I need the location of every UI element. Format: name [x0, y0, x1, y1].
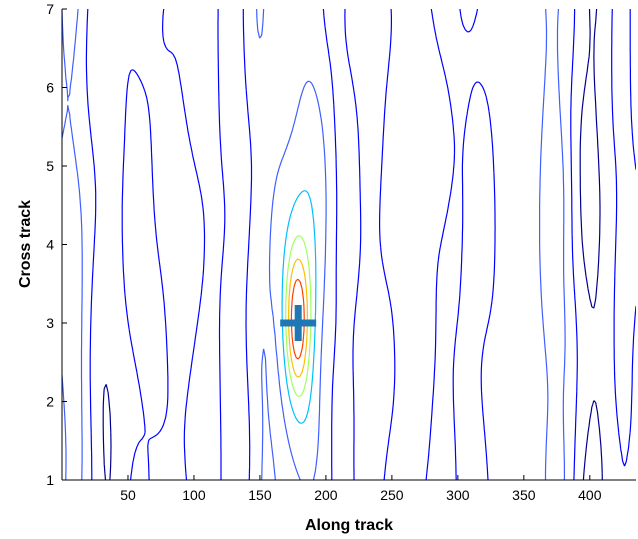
- y-axis-ticks: 1 2 3 4 5 6 7: [46, 1, 67, 488]
- target-marker: [280, 305, 317, 341]
- y-tick-label: 1: [46, 472, 54, 488]
- x-tick-label: 50: [120, 487, 136, 503]
- x-axis-ticks: 50 100 150 200 250 300 350 400: [120, 475, 602, 503]
- x-tick-label: 250: [380, 487, 404, 503]
- contour-level-2: [85, 9, 636, 480]
- contour-level-1: [102, 9, 603, 480]
- x-tick-label: 200: [314, 487, 338, 503]
- x-tick-label: 400: [578, 487, 602, 503]
- x-tick-label: 150: [248, 487, 272, 503]
- contour-level-3: [62, 9, 566, 480]
- plot-background: [62, 9, 636, 480]
- x-tick-label: 100: [182, 487, 206, 503]
- y-tick-label: 2: [46, 394, 54, 410]
- y-tick-label: 4: [46, 237, 54, 253]
- y-tick-label: 3: [46, 315, 54, 331]
- y-tick-label: 6: [46, 80, 54, 96]
- x-tick-label: 300: [446, 487, 470, 503]
- x-axis-label: Along track: [305, 517, 393, 534]
- x-tick-label: 350: [512, 487, 536, 503]
- y-axis-label: Cross track: [17, 200, 34, 288]
- y-tick-label: 5: [46, 158, 54, 174]
- y-tick-label: 7: [46, 1, 54, 17]
